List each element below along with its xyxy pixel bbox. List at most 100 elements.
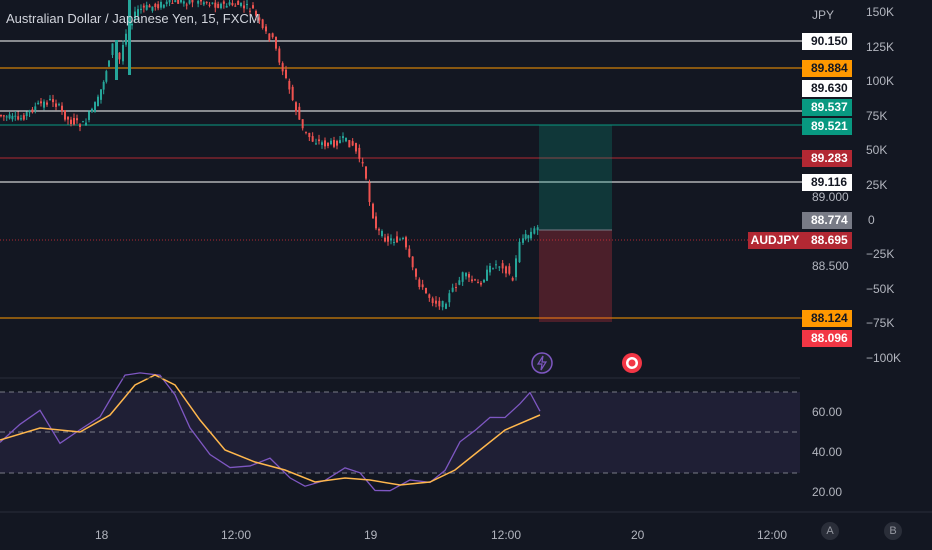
volume-tick: 25K (866, 178, 888, 192)
candle-body (445, 303, 447, 309)
candle-body (393, 241, 395, 243)
auto-scale-button[interactable]: A (821, 522, 839, 540)
candle-body (171, 2, 174, 4)
currency-label: JPY (812, 8, 835, 22)
candle-body (64, 110, 66, 120)
candle-body (122, 44, 124, 62)
position-stop-zone (539, 230, 612, 322)
candle-body (37, 102, 40, 105)
oscillator-tick: 20.00 (812, 485, 843, 499)
candle-body (8, 114, 11, 119)
candle-body (168, 0, 171, 3)
candle-body (486, 269, 488, 281)
candle-body (261, 19, 264, 28)
candle-body (455, 286, 457, 288)
candle-body (61, 105, 63, 112)
candle-body (202, 2, 205, 5)
rsi-ma-line (0, 374, 541, 486)
candle-body (355, 143, 357, 152)
volume-tick: 0 (868, 212, 875, 227)
price-tag: 90.150 (802, 33, 852, 50)
candle-body (281, 63, 284, 72)
candle-body (390, 238, 392, 241)
candle-body (474, 279, 476, 281)
candle-body (217, 3, 220, 8)
candle-body (483, 279, 485, 283)
candle-body (265, 26, 267, 32)
candle-body (58, 104, 60, 106)
candle-body (76, 118, 78, 121)
candle-body (533, 228, 536, 234)
log-scale-button[interactable]: B (884, 522, 902, 540)
candle-body (157, 4, 160, 9)
candle-body (128, 0, 131, 75)
candle-body (177, 0, 180, 4)
candle-body (324, 140, 326, 147)
candle-body (368, 182, 371, 203)
candle-body (431, 298, 434, 303)
record-icon[interactable] (621, 352, 643, 374)
candle-body (339, 140, 341, 144)
candle-body (200, 0, 202, 2)
candle-body (115, 40, 118, 80)
oscillator-tick: 60.00 (812, 405, 843, 419)
candle-body (240, 2, 242, 6)
candle-body (237, 1, 240, 5)
candle-body (52, 99, 54, 103)
candle-body (311, 136, 314, 142)
candle-body (448, 293, 451, 303)
candle-body (536, 227, 539, 231)
volume-tick: −100K (866, 351, 902, 365)
candle-body (162, 4, 165, 8)
candle-body (231, 2, 234, 6)
candle-body (342, 136, 344, 139)
candle-body (208, 4, 211, 6)
price-tick: 89.000 (812, 190, 849, 204)
candle-body (308, 132, 311, 138)
volume-tick: 75K (866, 108, 888, 123)
lightning-icon[interactable] (531, 352, 553, 374)
candle-body (228, 2, 231, 5)
candle-body (415, 268, 417, 277)
symbol-tag: AUDJPY (748, 232, 802, 249)
candle-body (515, 258, 517, 278)
candle-body (501, 263, 504, 269)
candle-body (234, 5, 237, 7)
candle-body (361, 161, 364, 164)
candle-body (421, 284, 424, 288)
candle-body (381, 231, 383, 237)
candle-body (318, 139, 320, 142)
candle-body (435, 300, 437, 304)
candle-body (243, 5, 245, 9)
candle-body (88, 111, 90, 120)
price-tag: 88.124 (802, 310, 852, 327)
price-tag: 89.537 (802, 99, 852, 116)
candle-body (46, 102, 48, 105)
candle-body (285, 69, 287, 79)
candle-body (220, 3, 222, 9)
price-tag: 88.096 (802, 330, 852, 347)
candle-body (480, 282, 482, 285)
candle-body (85, 122, 87, 126)
candle-body (492, 268, 494, 270)
candle-body (40, 101, 42, 104)
price-tag: 89.116 (802, 174, 852, 191)
candle-body (425, 287, 427, 294)
candle-body (327, 142, 329, 147)
time-tick: 19 (364, 528, 378, 542)
candle-body (336, 140, 338, 146)
candle-body (387, 236, 389, 242)
candle-body (205, 1, 208, 3)
candle-body (197, 0, 200, 4)
candle-body (82, 121, 84, 123)
candle-body (252, 5, 254, 9)
price-tag: 88.774 (802, 212, 852, 229)
candle-body (211, 2, 214, 4)
candle-body (100, 89, 102, 100)
candle-body (160, 1, 162, 8)
candle-body (11, 115, 14, 120)
candle-body (365, 166, 367, 179)
candle-body (305, 131, 307, 133)
candle-body (34, 106, 37, 111)
